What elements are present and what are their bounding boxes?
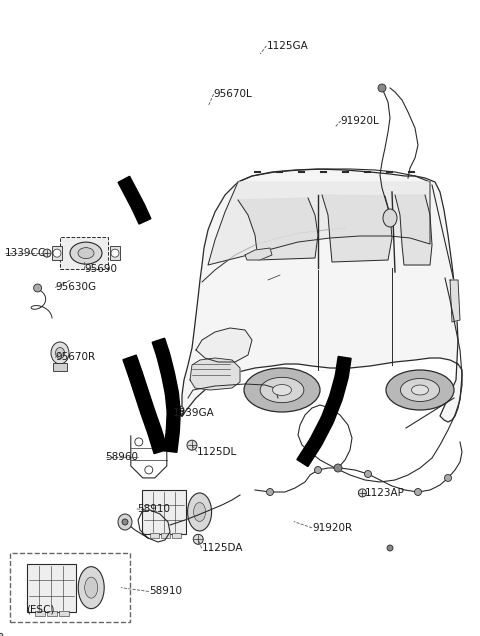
- Circle shape: [155, 438, 163, 446]
- Polygon shape: [196, 328, 252, 362]
- Text: 95690: 95690: [84, 264, 117, 274]
- Circle shape: [387, 545, 393, 551]
- Polygon shape: [310, 417, 333, 445]
- Circle shape: [43, 249, 51, 257]
- Ellipse shape: [260, 377, 304, 403]
- Circle shape: [193, 534, 203, 544]
- Polygon shape: [164, 431, 179, 452]
- Circle shape: [314, 466, 322, 473]
- Polygon shape: [157, 354, 174, 375]
- Text: 1125DL: 1125DL: [197, 446, 237, 457]
- Text: 1125GA: 1125GA: [266, 41, 308, 51]
- Text: 1339GA: 1339GA: [173, 408, 215, 418]
- Bar: [35, 611, 45, 616]
- Polygon shape: [297, 438, 321, 467]
- Ellipse shape: [383, 209, 397, 227]
- Polygon shape: [395, 195, 432, 265]
- Polygon shape: [245, 248, 272, 260]
- Circle shape: [135, 438, 143, 446]
- Ellipse shape: [70, 242, 102, 264]
- Polygon shape: [141, 410, 161, 434]
- Polygon shape: [129, 372, 148, 395]
- Ellipse shape: [386, 370, 454, 410]
- Bar: [52, 246, 62, 260]
- Circle shape: [359, 489, 366, 497]
- Circle shape: [145, 466, 153, 474]
- Polygon shape: [123, 355, 142, 377]
- Bar: [53, 363, 67, 371]
- Polygon shape: [166, 392, 180, 413]
- Bar: [59, 611, 69, 616]
- Polygon shape: [238, 198, 318, 260]
- Ellipse shape: [411, 385, 429, 395]
- Polygon shape: [182, 169, 462, 422]
- Ellipse shape: [244, 368, 320, 412]
- Text: 1339CC: 1339CC: [5, 248, 46, 258]
- Polygon shape: [450, 280, 460, 322]
- Bar: [161, 533, 169, 538]
- Circle shape: [364, 471, 372, 478]
- Bar: [60, 237, 108, 269]
- Circle shape: [334, 464, 342, 472]
- Polygon shape: [118, 176, 136, 195]
- Circle shape: [0, 633, 3, 636]
- Ellipse shape: [78, 567, 104, 609]
- Circle shape: [111, 249, 119, 257]
- Ellipse shape: [84, 577, 98, 598]
- Ellipse shape: [400, 378, 440, 401]
- Ellipse shape: [78, 247, 94, 259]
- Circle shape: [266, 488, 274, 495]
- Polygon shape: [190, 358, 240, 390]
- Polygon shape: [152, 338, 169, 357]
- Text: 95670R: 95670R: [55, 352, 96, 363]
- Polygon shape: [208, 182, 430, 265]
- Polygon shape: [330, 375, 348, 399]
- Ellipse shape: [273, 385, 291, 396]
- Polygon shape: [148, 429, 168, 453]
- Polygon shape: [166, 411, 180, 432]
- Circle shape: [187, 440, 197, 450]
- Bar: [142, 490, 186, 534]
- Polygon shape: [132, 204, 151, 224]
- Ellipse shape: [118, 514, 132, 530]
- Ellipse shape: [188, 493, 212, 531]
- Text: 95670L: 95670L: [214, 89, 252, 99]
- Bar: [27, 563, 76, 612]
- Polygon shape: [321, 395, 342, 422]
- Bar: [110, 246, 120, 260]
- Text: 95630G: 95630G: [55, 282, 96, 293]
- Circle shape: [378, 84, 386, 92]
- Circle shape: [176, 406, 184, 414]
- Circle shape: [415, 488, 421, 495]
- Ellipse shape: [193, 502, 205, 522]
- Text: 1123AP: 1123AP: [365, 488, 405, 498]
- Text: 91920L: 91920L: [341, 116, 380, 126]
- Ellipse shape: [51, 342, 69, 364]
- Polygon shape: [125, 189, 144, 210]
- Text: 58910: 58910: [149, 586, 182, 597]
- Text: (ESC): (ESC): [26, 604, 55, 614]
- Ellipse shape: [56, 347, 64, 359]
- Bar: [150, 533, 158, 538]
- Bar: [10, 553, 130, 622]
- Circle shape: [122, 519, 128, 525]
- Bar: [172, 533, 180, 538]
- Circle shape: [53, 249, 61, 257]
- Circle shape: [444, 474, 452, 481]
- Polygon shape: [135, 391, 155, 414]
- Polygon shape: [162, 373, 178, 394]
- Polygon shape: [322, 195, 392, 262]
- Text: 58960: 58960: [106, 452, 139, 462]
- Polygon shape: [336, 356, 351, 378]
- Text: 1125DA: 1125DA: [202, 543, 243, 553]
- Circle shape: [34, 284, 42, 292]
- Bar: [47, 611, 57, 616]
- Text: 91920R: 91920R: [312, 523, 352, 533]
- Text: 58910: 58910: [137, 504, 170, 514]
